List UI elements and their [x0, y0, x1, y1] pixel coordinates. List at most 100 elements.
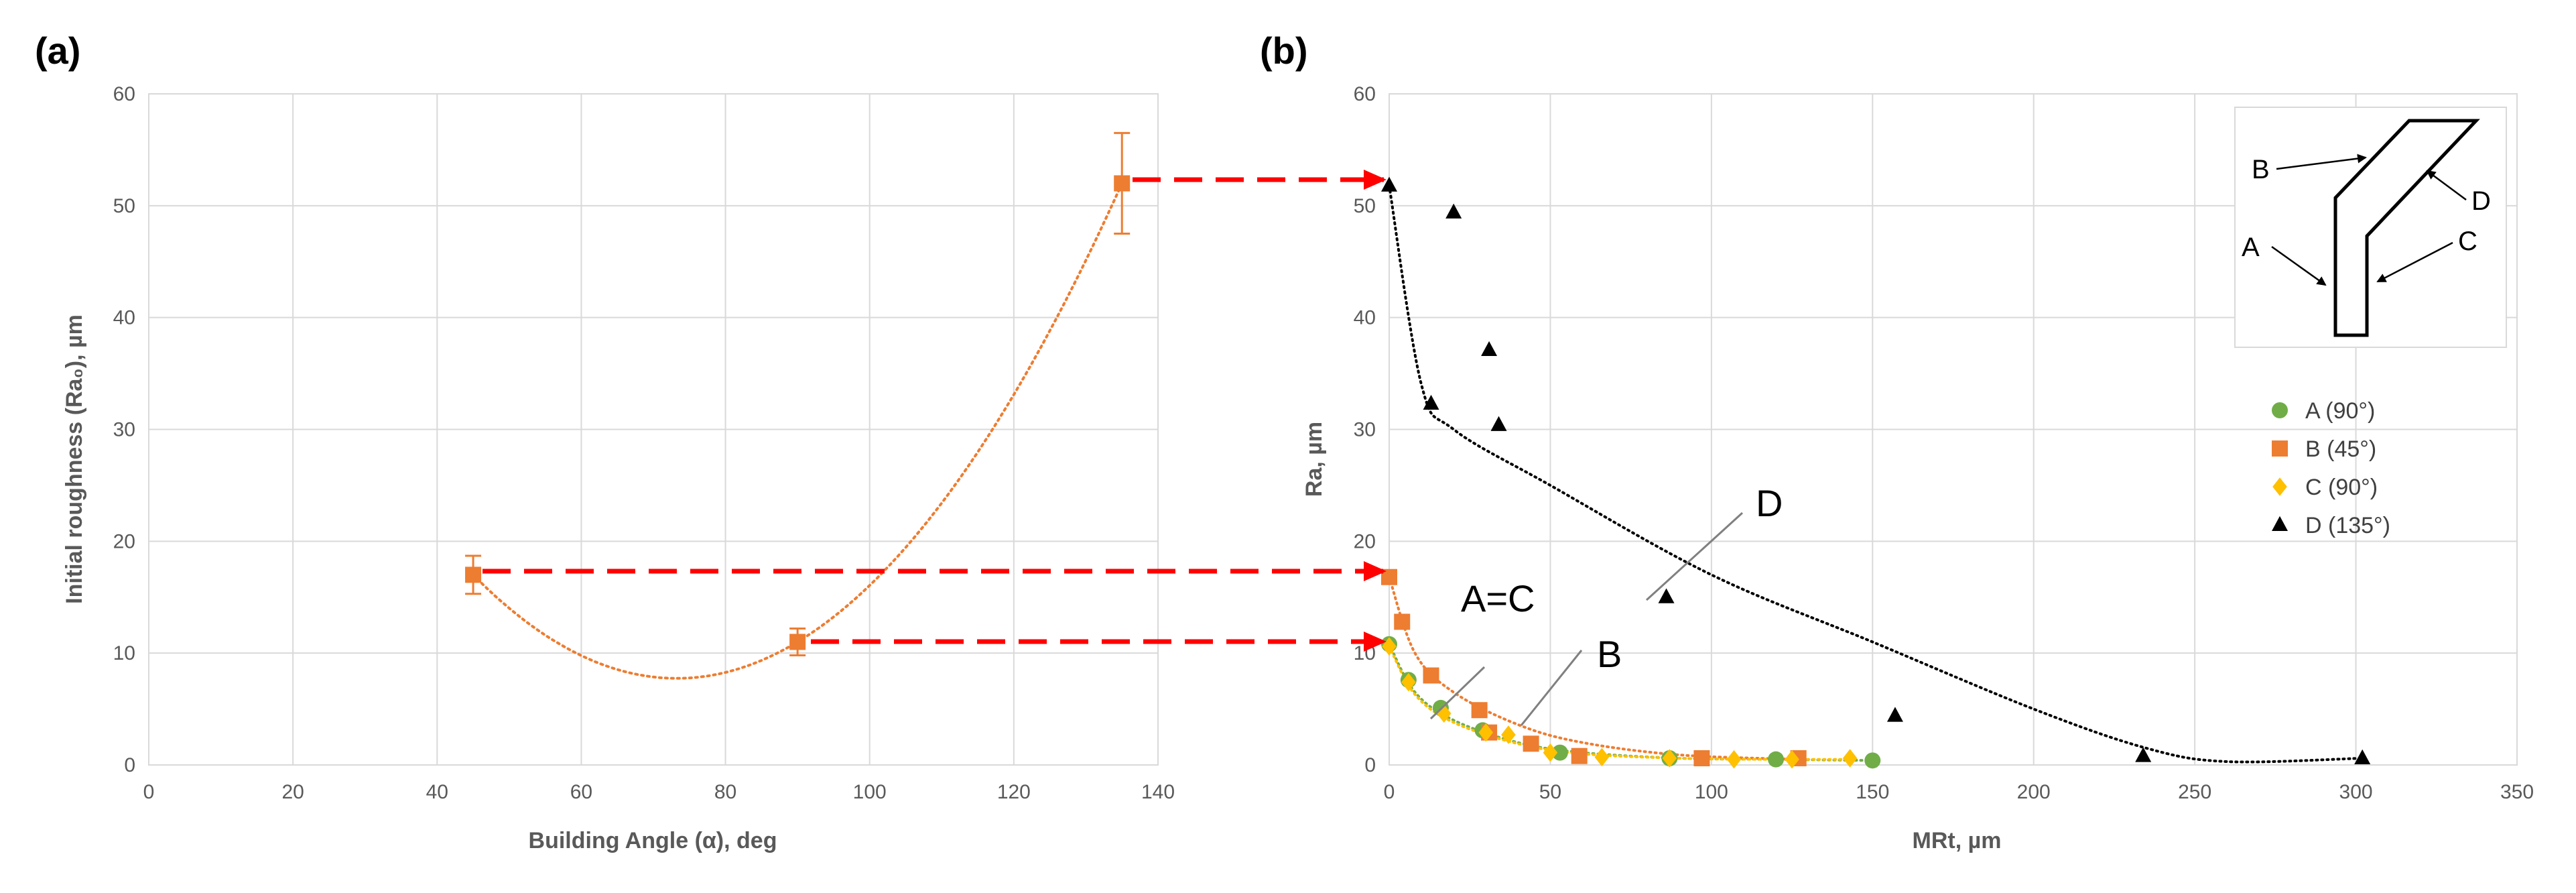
chartA-ytick-label: 60: [113, 83, 135, 105]
inset-leader-c: [2376, 241, 2453, 283]
inset-label-c: C: [2458, 227, 2477, 256]
connector-arrows: [482, 170, 1387, 652]
chartA-xtick-label: 20: [281, 781, 304, 803]
legend-label: D (135°): [2305, 513, 2390, 538]
chartA-ytick-label: 20: [113, 530, 135, 552]
chart-a-ticks: 0 20 40 60 80 100 120 140 0 10 20 30 40 50 60: [113, 83, 1175, 803]
chart-b-point-triangle: [2135, 747, 2152, 762]
chartA-xtick-label: 40: [426, 781, 448, 803]
chart-b-point-diamond: [1401, 672, 1416, 692]
chartB-xtick-label: 250: [2178, 781, 2211, 803]
svg-text:D: D: [1756, 482, 1783, 524]
legend-marker-diamond: [2272, 477, 2287, 496]
annotation-d: D: [1645, 482, 1783, 601]
chartB-xtick-label: 350: [2500, 781, 2534, 803]
inset-leader-d: [2426, 170, 2467, 201]
chartB-ytick-label: 10: [1354, 642, 1376, 664]
chart-b-point-square: [1523, 735, 1539, 752]
chart-a-point: [789, 634, 806, 650]
chartA-xtick-label: 0: [143, 781, 155, 803]
chart-a-point: [1114, 175, 1131, 192]
chart-b-legend: A (90°) B (45°) C (90°) D (135°): [2272, 398, 2390, 538]
chart-b-point-square: [1571, 748, 1588, 764]
chart-b-point-square: [1381, 569, 1397, 585]
legend-marker-triangle: [2272, 516, 2288, 531]
chart-b-point-triangle: [1445, 203, 1462, 219]
svg-text:A=C: A=C: [1461, 577, 1535, 619]
chartB-ytick-label: 60: [1354, 83, 1376, 105]
chart-b-point-square: [1693, 750, 1710, 766]
annotation-b: B: [1520, 633, 1622, 726]
chartB-xtick-label: 0: [1384, 781, 1395, 803]
chart-a-grid: [148, 93, 1159, 766]
chart-b-point-diamond: [1662, 749, 1677, 768]
legend-marker-circle: [2272, 402, 2288, 418]
chart-b-point-square: [1423, 667, 1439, 684]
chartA-ytick-label: 0: [124, 754, 135, 776]
inset-label-b: B: [2252, 155, 2270, 184]
chart-b-ylabel: Ra, µm: [1301, 422, 1327, 497]
chart-a-point: [465, 567, 482, 583]
chart-b-trendline: [1388, 575, 1800, 761]
panel-label-a: (a): [35, 29, 80, 72]
chartA-xtick-label: 60: [570, 781, 592, 803]
legend-label: A (90°): [2305, 398, 2375, 424]
annotation-a-equals-c: A=C: [1429, 577, 1535, 720]
chart-b-trendline: [1388, 184, 2364, 764]
chartB-ytick-label: 40: [1354, 307, 1376, 329]
chartA-xtick-label: 120: [997, 781, 1031, 803]
chart-b-point-circle: [1768, 751, 1785, 768]
chart-b-point-triangle: [1490, 416, 1507, 431]
inset-label-a: A: [2242, 233, 2260, 262]
chartA-xtick-label: 80: [714, 781, 736, 803]
chart-b-point-diamond: [1478, 723, 1494, 742]
chartA-xtick-label: 100: [853, 781, 887, 803]
chart-b-point-diamond: [1785, 750, 1799, 769]
chart-b-point-triangle: [2354, 749, 2371, 764]
legend-marker-square: [2272, 440, 2288, 457]
svg-text:B: B: [1597, 633, 1622, 675]
chartA-ytick-label: 40: [113, 307, 135, 329]
chart-b-point-triangle: [1481, 341, 1498, 357]
chartA-ytick-label: 10: [113, 642, 135, 664]
chart-b-point-diamond: [1501, 725, 1516, 744]
chartB-xtick-label: 200: [2017, 781, 2051, 803]
chart-b-point-circle: [1551, 744, 1568, 761]
chartB-xtick-label: 50: [1539, 781, 1561, 803]
chartB-xtick-label: 150: [1856, 781, 1889, 803]
inset-part-outline: [2333, 119, 2480, 337]
chart-a: 0 20 40 60 80 100 120 140 0 10 20 30 40 50 60 Building…: [62, 83, 1175, 853]
chartA-ytick-label: 50: [113, 195, 135, 217]
chartB-ytick-label: 20: [1354, 530, 1376, 552]
chart-b-point-square: [1394, 613, 1411, 630]
chart-b-point-triangle: [1886, 707, 1903, 722]
chartA-ytick-label: 30: [113, 419, 135, 441]
inset-label-d: D: [2471, 186, 2491, 216]
chart-a-marks: [465, 131, 1131, 657]
chartB-ytick-label: 0: [1364, 754, 1376, 776]
inset-leader-a: [2271, 245, 2327, 286]
chart-b-point-diamond: [1543, 743, 1558, 762]
chart-a-xlabel: Building Angle (α), deg: [529, 828, 777, 853]
chart-b-point-diamond: [1594, 748, 1610, 767]
chart-a-ylabel: Initial roughness (Ra₀), µm: [62, 314, 87, 604]
chartB-xtick-label: 300: [2339, 781, 2373, 803]
chart-b-ticks: 0 50 100 150 200 250 300 350 0 10 20 30 40 50 60: [1354, 83, 2534, 803]
legend-label: C (90°): [2305, 475, 2378, 500]
legend-label: B (45°): [2305, 436, 2376, 462]
chart-b: 0 50 100 150 200 250 300 350 0 10 20 30 40 50 60 MRt, …: [1301, 83, 2534, 853]
chartB-xtick-label: 100: [1695, 781, 1728, 803]
chart-b-trendline: [1388, 645, 1852, 761]
inset-leader-b: [2276, 154, 2367, 170]
inset-schematic: A B C D: [2234, 107, 2507, 348]
chart-b-point-square: [1471, 702, 1488, 719]
panel-label-b: (b): [1260, 29, 1308, 72]
chart-b-point-diamond: [1726, 750, 1742, 769]
chart-b-point-triangle: [1423, 394, 1439, 410]
chart-b-xlabel: MRt, µm: [1913, 828, 2002, 853]
chart-b-marks: [1381, 176, 2371, 769]
chart-b-point-circle: [1864, 752, 1881, 769]
chart-b-point-diamond: [1842, 749, 1858, 768]
chartB-ytick-label: 30: [1354, 419, 1376, 441]
